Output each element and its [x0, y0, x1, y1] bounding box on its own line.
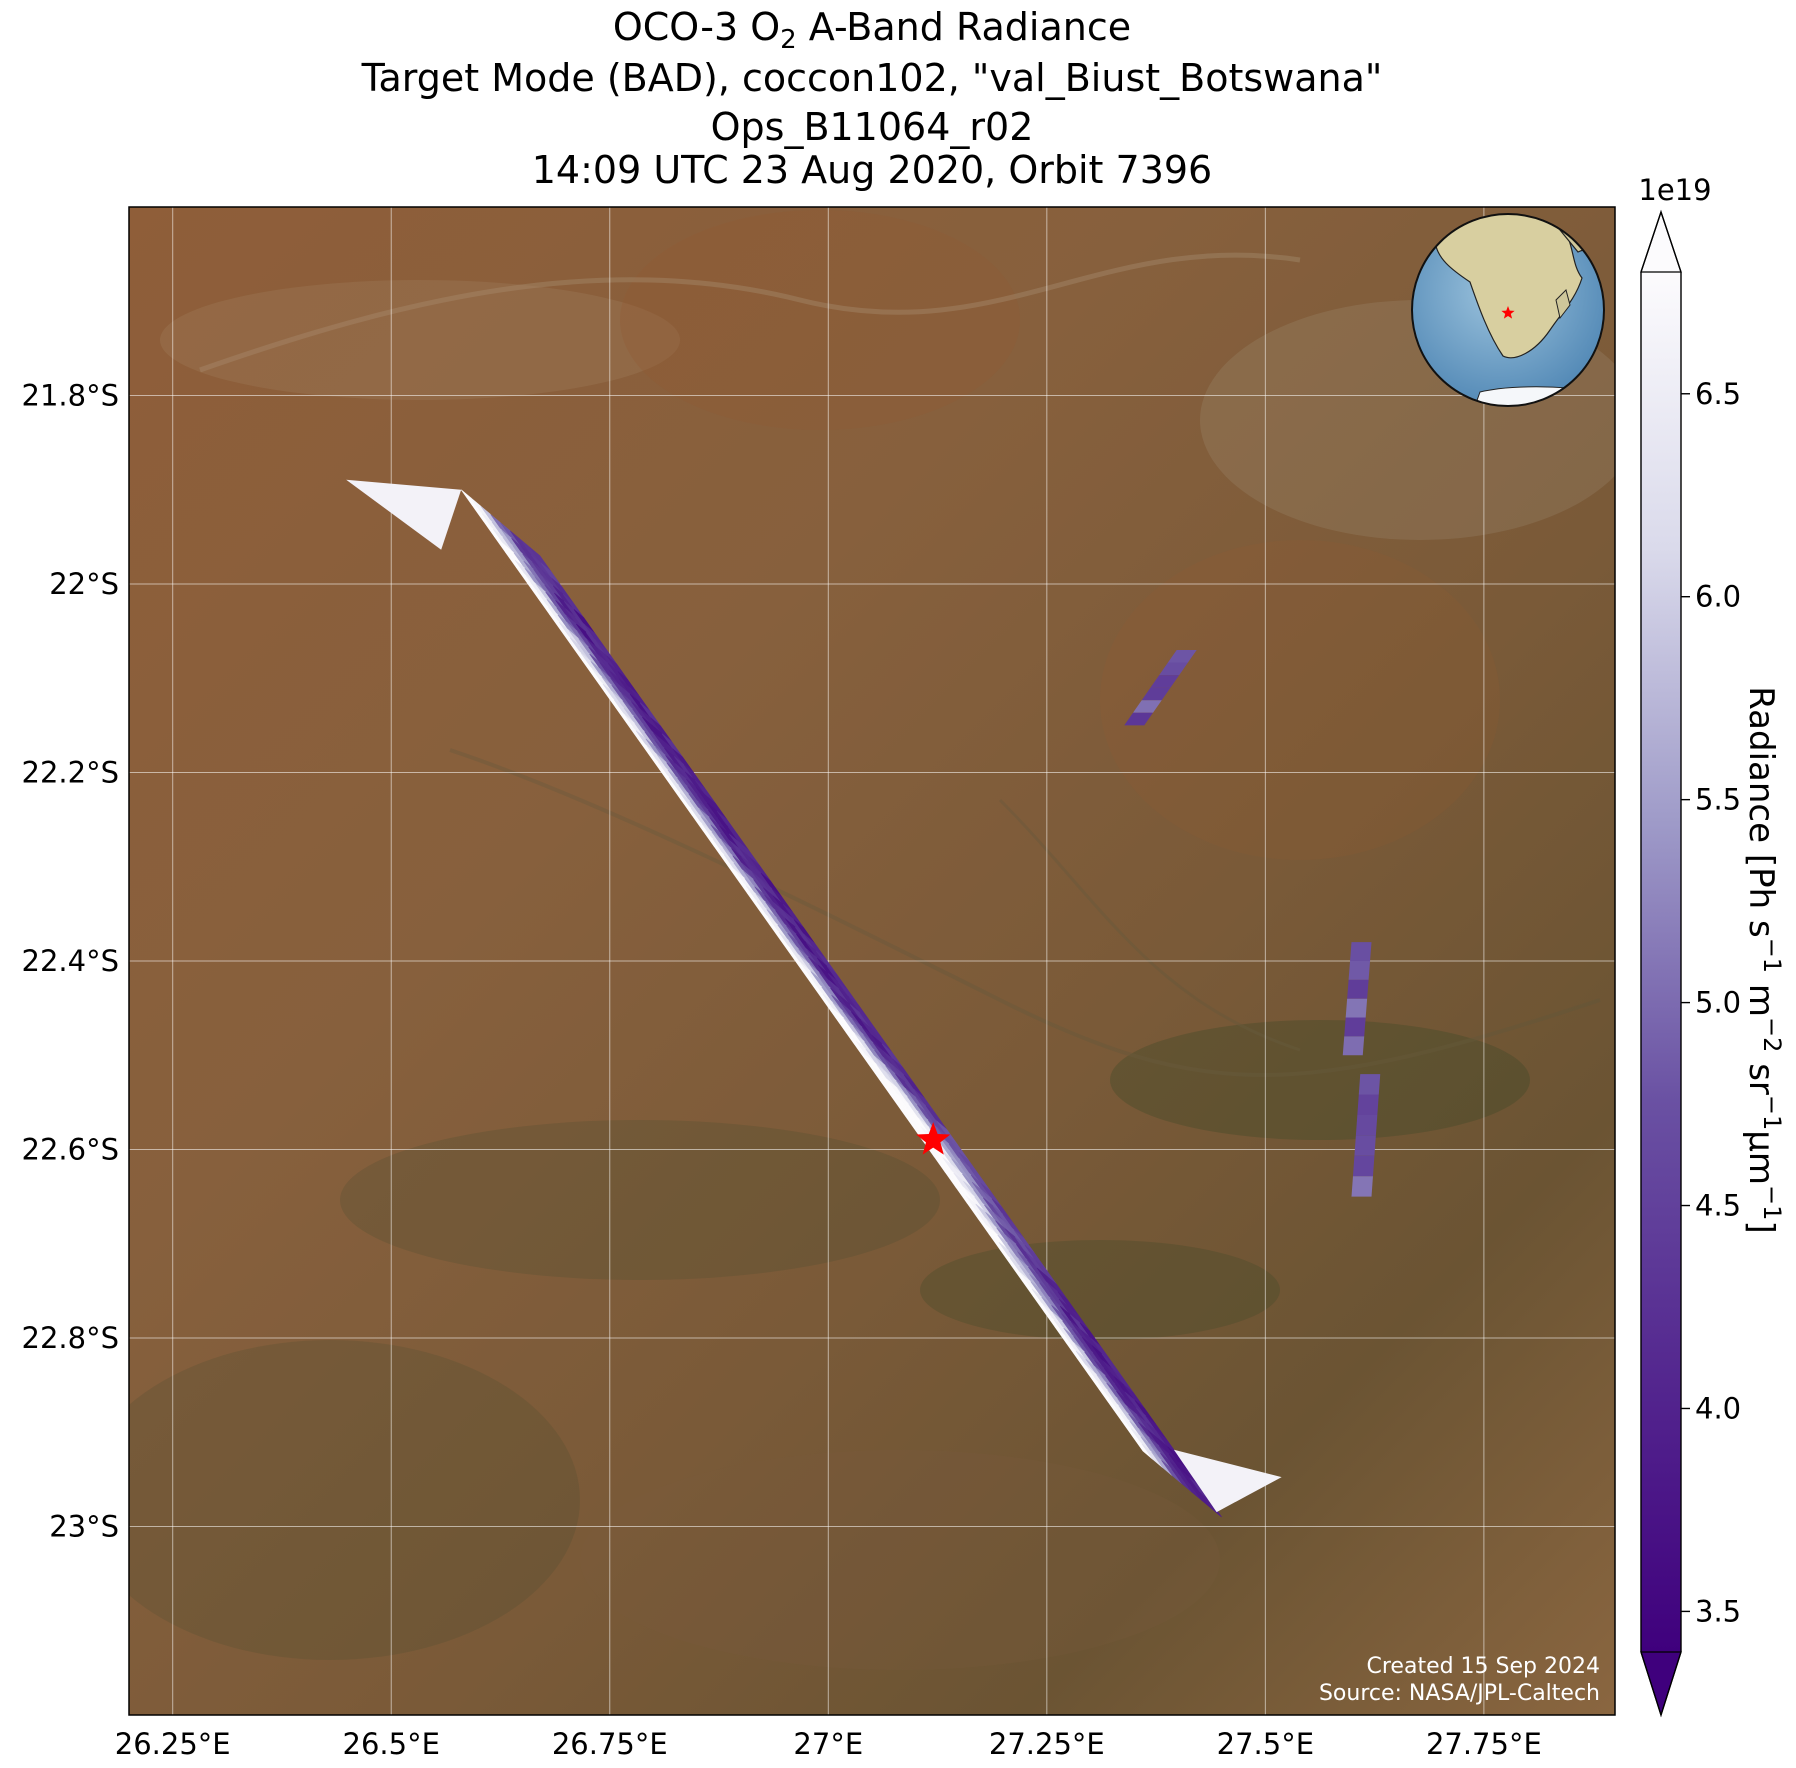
colorbar-extend-min: [1640, 1651, 1682, 1717]
swath-pixel: [1159, 662, 1188, 676]
lat-tick-label: 23°S: [49, 1510, 119, 1544]
lon-tick-label: 27.25°E: [989, 1727, 1105, 1761]
lat-tick-label: 21.8°S: [22, 379, 119, 413]
title-line-4: 14:09 UTC 23 Aug 2020, Orbit 7396: [532, 148, 1212, 192]
lat-tick-label: 22°S: [49, 567, 119, 601]
colorbar-gradient: [1641, 272, 1681, 1652]
title-line-2: Target Mode (BAD), coccon102, "val_Biust…: [361, 56, 1383, 100]
lat-tick-label: 22.6°S: [22, 1133, 119, 1167]
swath-pixel: [1350, 942, 1372, 961]
swath-pixel: [1167, 649, 1197, 663]
lat-tick-label: 22.2°S: [22, 756, 119, 790]
radiance-swath: [346, 479, 1381, 1518]
swath-pixel: [1354, 1135, 1376, 1156]
swath-pixel: [1347, 979, 1369, 999]
colorbar-tick-label: 6.0: [1695, 580, 1741, 614]
credit-source: Source: NASA/JPL-Caltech: [1319, 1681, 1600, 1706]
lon-tick-label: 27.5°E: [1217, 1727, 1314, 1761]
swath-pixel: [346, 479, 462, 550]
lon-tick-label: 26.25°E: [115, 1727, 231, 1761]
swath-pixel: [1342, 1036, 1365, 1056]
star-icon: [916, 1122, 951, 1155]
colorbar-extend-max: [1640, 210, 1682, 273]
colorbar-multiplier: 1e19: [1638, 173, 1711, 207]
swath-pixel: [1357, 1094, 1379, 1115]
colorbar-tick-label: 4.5: [1695, 1189, 1741, 1223]
map-frame: [128, 206, 1616, 1716]
colorbar: 3.5 4.0 4.5 5.0 5.5 6.0 6.5 1e19 Radiance [Ph …: [1638, 173, 1786, 1718]
title-line-1: OCO-3 O2 A-Band Radiance: [613, 5, 1131, 55]
swath-pixel: [1352, 1155, 1375, 1177]
colorbar-label: Radiance [Ph s−1 m−2 sr−1μm−1]: [1741, 686, 1786, 1233]
lon-tick-label: 27.75°E: [1426, 1727, 1542, 1761]
star-icon: [1501, 306, 1515, 319]
lon-tick-label: 26.75°E: [552, 1727, 668, 1761]
swath-pixel: [1355, 1114, 1378, 1136]
swath-pixel: [1344, 1017, 1366, 1037]
swath-pixel: [1150, 675, 1180, 688]
latitude-tick-labels: 21.8°S 22°S 22.2°S 22.4°S 22.6°S 22.8°S 23°S: [22, 379, 119, 1544]
swath-pixel: [1124, 712, 1153, 726]
lon-tick-label: 26.5°E: [343, 1727, 440, 1761]
swath-pixel: [1132, 700, 1162, 713]
swath-pixel: [1141, 687, 1171, 701]
swath-pixel: [1345, 998, 1368, 1018]
swath-pixel: [1351, 1176, 1373, 1197]
terrain-texture: [129, 210, 1615, 1670]
colorbar-tick-label: 5.5: [1695, 783, 1741, 817]
swath-pixel: [1358, 1074, 1381, 1095]
lat-tick-label: 22.8°S: [22, 1321, 119, 1355]
title-line-3: Ops_B11064_r02: [711, 105, 1034, 149]
colorbar-tick-label: 3.5: [1695, 1594, 1741, 1628]
colorbar-ticks: 3.5 4.0 4.5 5.0 5.5 6.0 6.5: [1681, 377, 1741, 1628]
lat-tick-label: 22.4°S: [22, 944, 119, 978]
credit-created: Created 15 Sep 2024: [1367, 1654, 1601, 1679]
swath-pixel: [1173, 1449, 1282, 1513]
colorbar-tick-label: 5.0: [1695, 986, 1741, 1020]
map-panel[interactable]: Created 15 Sep 2024 Source: NASA/JPL-Cal…: [80, 207, 1640, 1715]
target-marker: [916, 1122, 951, 1155]
lon-tick-label: 27°E: [793, 1727, 863, 1761]
longitude-tick-labels: 26.25°E 26.5°E 26.75°E 27°E 27.25°E 27.5°E 27.…: [115, 1727, 1542, 1761]
colorbar-tick-label: 6.5: [1695, 377, 1741, 411]
gridlines: [129, 207, 1615, 1715]
colorbar-tick-label: 4.0: [1695, 1391, 1741, 1425]
swath-pixel: [1348, 961, 1371, 980]
title: OCO-3 O2 A-Band Radiance Target Mode (BA…: [361, 5, 1383, 192]
